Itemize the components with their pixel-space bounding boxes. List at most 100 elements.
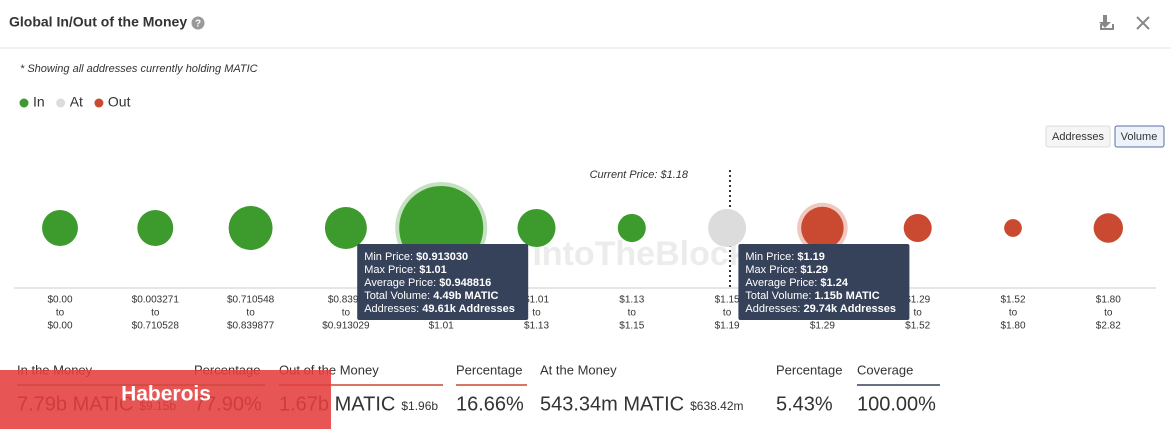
bubble	[517, 208, 556, 248]
bubble	[324, 207, 367, 249]
tooltip-key: Average Price:	[364, 277, 439, 289]
range-to: $0.913029	[322, 321, 370, 332]
tooltip-value: 1.15b MATIC	[814, 290, 879, 302]
range-to: $1.19	[715, 321, 740, 332]
range-from: $0.003271	[132, 295, 180, 306]
range-to: $1.01	[429, 321, 454, 332]
tooltip-line: Average Price: $0.948816	[364, 277, 491, 289]
tooltip-key: Max Price:	[745, 264, 800, 276]
legend-label: At	[70, 94, 83, 110]
legend-swatch	[94, 98, 104, 108]
bubble	[1093, 213, 1123, 243]
stat-value: 543.34m MATIC	[540, 393, 684, 415]
range-from: $0.8398	[328, 295, 365, 306]
toggle-label: Addresses	[1052, 131, 1104, 143]
legend-swatch	[19, 98, 29, 108]
range-to: $1.80	[1000, 321, 1025, 332]
legend-label: In	[33, 94, 45, 110]
tooltip-value: $1.01	[419, 264, 447, 276]
tooltip-line: Addresses: 49.61k Addresses	[364, 303, 515, 315]
range-to: $0.00	[47, 321, 72, 332]
current-price: Current Price: $1.18	[590, 169, 689, 181]
stat-sub: $638.42m	[690, 399, 743, 413]
tooltip-key: Min Price:	[364, 251, 416, 263]
tooltip-line: Min Price: $1.19	[745, 251, 825, 263]
expand-icon[interactable]	[1136, 16, 1150, 30]
range-from: $1.13	[619, 295, 644, 306]
tooltip-value: 29.74k Addresses	[803, 303, 896, 315]
tooltip-line: Total Volume: 4.49b MATIC	[364, 290, 498, 302]
range-sep: to	[1104, 308, 1113, 319]
stat-label: At the Money	[540, 362, 617, 377]
tooltip-box	[738, 244, 910, 320]
stat-value: 100.00%	[857, 393, 936, 415]
range-from: $0.00	[47, 295, 72, 306]
tooltip-box	[357, 244, 529, 320]
stat-value: 16.66%	[456, 393, 524, 415]
stat-label: Percentage	[776, 362, 843, 377]
range-to: $0.710528	[132, 321, 180, 332]
stat-label: Percentage	[456, 362, 523, 377]
range-sep: to	[56, 308, 65, 319]
toggle-label: Volume	[1121, 131, 1158, 143]
tooltip-value: $0.948816	[439, 277, 491, 289]
toggle-volume[interactable]	[1114, 125, 1165, 148]
tooltip-line: Max Price: $1.01	[364, 264, 447, 276]
range-from: $0.710548	[227, 295, 275, 306]
stat-sub: $1.96b	[401, 399, 438, 413]
tooltip-key: Total Volume:	[364, 290, 433, 302]
bubble	[228, 206, 273, 250]
range-sep: to	[723, 308, 732, 319]
range-to: $1.52	[905, 321, 930, 332]
range-sep: to	[151, 308, 160, 319]
bubble	[1004, 219, 1022, 237]
range-from: $1.15	[715, 295, 740, 306]
range-from: $1.01	[524, 295, 549, 306]
tooltip-value: 49.61k Addresses	[422, 303, 515, 315]
range-sep: to	[628, 308, 637, 319]
help-mark: ?	[195, 19, 201, 30]
tooltip-key: Addresses:	[364, 303, 422, 315]
tooltip-value: $0.913030	[416, 251, 468, 263]
legend: In At Out	[19, 94, 131, 110]
range-from: $1.29	[905, 295, 930, 306]
title: Global In/Out of the Money	[9, 14, 187, 30]
range-to: $1.15	[619, 321, 644, 332]
tooltip-key: Max Price:	[364, 264, 419, 276]
watermark: IntoTheBlock	[532, 235, 747, 273]
range-from: $1.52	[1000, 295, 1025, 306]
help-icon[interactable]	[191, 16, 205, 30]
note: * Showing all addresses currently holdin…	[20, 63, 258, 75]
tooltip-line: Addresses: 29.74k Addresses	[745, 303, 896, 315]
range-from: $1.80	[1096, 295, 1121, 306]
range-sep: to	[532, 308, 541, 319]
range-to: $0.839877	[227, 321, 275, 332]
stat-value: 5.43%	[776, 393, 833, 415]
legend-label: Out	[108, 94, 131, 110]
bubble	[617, 213, 646, 243]
tooltip-line: Min Price: $0.913030	[364, 251, 468, 263]
tooltip-line: Average Price: $1.24	[745, 277, 848, 289]
range-sep: to	[342, 308, 351, 319]
tooltip-value: $1.19	[797, 251, 825, 263]
bubble	[801, 206, 844, 250]
legend-swatch	[56, 98, 66, 108]
download-icon[interactable]	[1099, 15, 1114, 30]
range-sep: to	[914, 308, 923, 319]
range-to: $1.13	[524, 321, 549, 332]
range-sep: to	[1009, 308, 1018, 319]
tooltip-key: Min Price:	[745, 251, 797, 263]
range-to: $2.82	[1096, 321, 1121, 332]
bubble	[42, 210, 78, 246]
tooltip-value: $1.29	[800, 264, 828, 276]
tooltip-value: $1.24	[820, 277, 848, 289]
tooltip-key: Addresses:	[745, 303, 803, 315]
tooltip-line: Total Volume: 1.15b MATIC	[745, 290, 879, 302]
bubbles: $0.00 to $0.00 $0.003271 to $0.710528 $0.71054…	[42, 182, 1123, 332]
toggle-addresses[interactable]	[1045, 125, 1111, 148]
overlay-banner	[0, 370, 331, 429]
tooltip-key: Average Price:	[745, 277, 820, 289]
tooltip-value: 4.49b MATIC	[433, 290, 498, 302]
tooltip-key: Total Volume:	[745, 290, 814, 302]
